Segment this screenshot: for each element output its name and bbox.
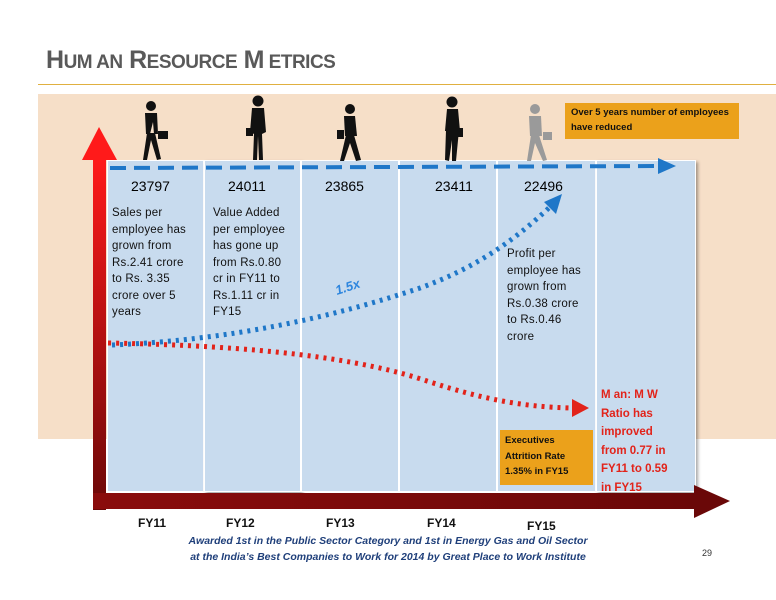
column-fy12 — [204, 160, 301, 492]
page-number: 29 — [702, 548, 713, 558]
profit-per-employee-note: Profit per employee has grown from Rs.0.38 … — [507, 248, 581, 343]
column-fy11 — [107, 160, 204, 492]
employee-count-fy15: 22496 — [524, 178, 563, 194]
growth-trend-arrow — [111, 194, 562, 348]
vertical-axis-arrow — [82, 127, 117, 510]
fy-label: FY13 — [326, 516, 355, 530]
walking-woman-icon — [445, 96, 463, 161]
column-fy14 — [399, 160, 497, 492]
title-underline — [38, 84, 776, 85]
horizontal-axis-arrow — [93, 485, 730, 518]
attrition-rate-callout: Executives Attrition Rate 1.35% in FY15 — [500, 430, 593, 485]
page-title: HUM AN RESOURCE M ETRICS — [46, 46, 336, 74]
growth-label: 1.5x — [333, 276, 362, 298]
value-added-note: Value Added per employee has gone up from R… — [213, 207, 286, 318]
employee-count-fy11: 23797 — [131, 178, 170, 194]
mw-ratio-trend-arrow — [107, 340, 589, 417]
walking-man-icon — [337, 104, 361, 161]
employee-count-fy13: 23865 — [325, 178, 364, 194]
employee-count-fy14: 23411 — [435, 178, 473, 194]
fy-label: FY14 — [427, 516, 456, 530]
column-fy13 — [301, 160, 399, 492]
fy-label: FY12 — [226, 516, 255, 530]
employee-count-fy12: 24011 — [228, 178, 266, 194]
sales-per-employee-note: Sales per employee has grown from Rs.2.41 c… — [112, 207, 186, 318]
walking-man-icon — [143, 101, 168, 160]
mw-ratio-note: M an: M W Ratio has improved from 0.77 in FY… — [601, 389, 668, 494]
employees-reduced-callout: Over 5 years number of employees have re… — [565, 103, 739, 139]
award-line-2: at the India’s Best Companies to Work fo… — [190, 551, 586, 563]
standing-woman-icon — [246, 95, 266, 160]
fy-label: FY11 — [138, 516, 167, 530]
fy-label: FY15 — [527, 519, 556, 533]
column-future — [596, 160, 696, 492]
walking-man-faded-icon — [527, 104, 552, 161]
award-line-1: Awarded 1st in the Public Sector Categor… — [188, 535, 588, 547]
employee-trend-arrow — [109, 158, 676, 174]
